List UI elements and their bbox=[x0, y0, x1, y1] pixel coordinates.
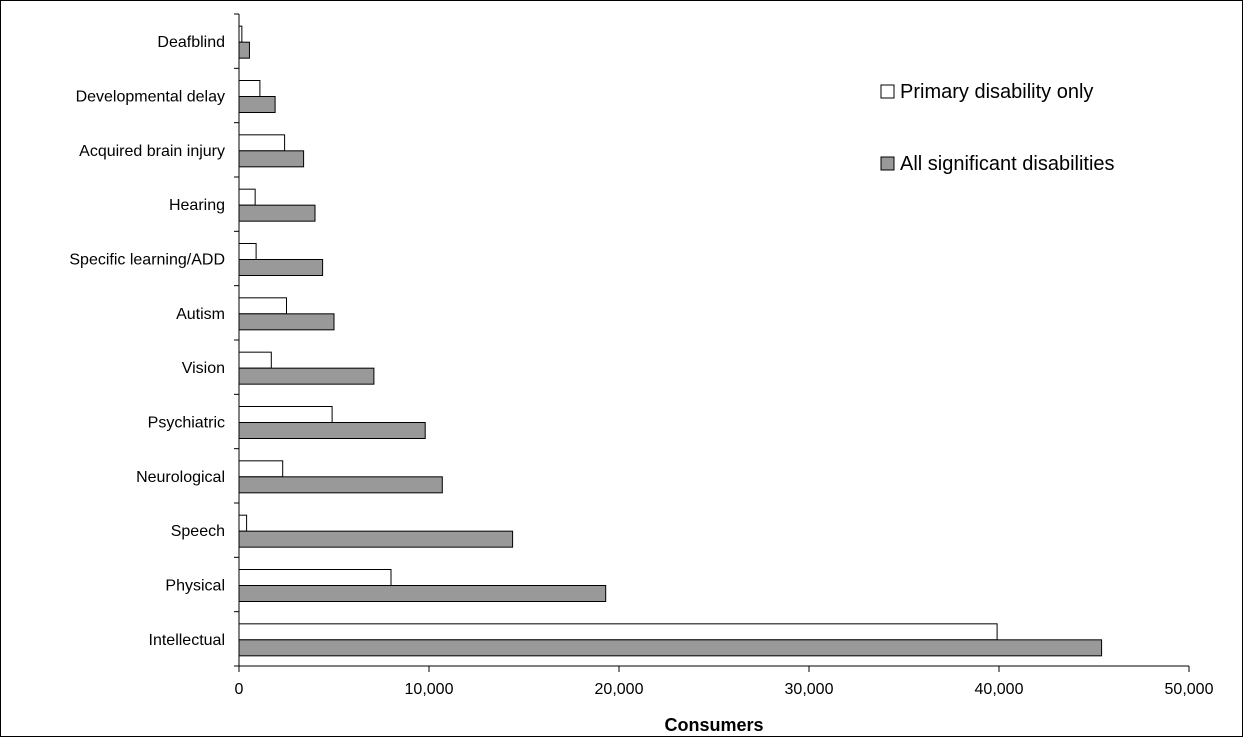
bar-primary-speech bbox=[238, 514, 248, 532]
category-label: Vision bbox=[182, 360, 225, 377]
legend: Primary disability only All significant d… bbox=[880, 81, 1115, 175]
bar-primary-autism bbox=[238, 297, 287, 315]
category-label: Acquired brain injury bbox=[79, 143, 225, 160]
bar-primary-neurological bbox=[238, 460, 284, 478]
category-label: Developmental delay bbox=[76, 89, 225, 106]
bar-all-acquired-brain-injury bbox=[238, 150, 305, 168]
category-label: Hearing bbox=[169, 197, 225, 214]
bar-all-speech bbox=[238, 530, 514, 548]
legend-label-all: All significant disabilities bbox=[900, 153, 1115, 175]
labels-group: Intellectual Physical Speech Neurological Ps… bbox=[69, 34, 1213, 698]
x-tick-label: 10,000 bbox=[405, 681, 454, 698]
bar-all-vision bbox=[238, 367, 375, 385]
legend-swatch-primary bbox=[880, 84, 895, 99]
legend-swatch-all bbox=[880, 156, 895, 171]
category-label: Deafblind bbox=[157, 34, 225, 51]
category-label: Intellectual bbox=[149, 632, 226, 649]
bar-primary-vision bbox=[238, 351, 272, 369]
x-tick-label: 50,000 bbox=[1165, 681, 1214, 698]
category-label: Specific learning/ADD bbox=[69, 252, 225, 269]
bar-all-intellectual bbox=[238, 639, 1103, 657]
bar-primary-hearing bbox=[238, 188, 256, 206]
bar-primary-physical bbox=[238, 569, 392, 586]
bar-all-psychiatric bbox=[238, 422, 426, 439]
axes-group bbox=[234, 13, 1190, 672]
bars-group bbox=[238, 25, 1103, 657]
category-label: Neurological bbox=[136, 469, 225, 486]
bar-all-hearing bbox=[238, 204, 316, 222]
bar-all-deafblind bbox=[238, 41, 250, 59]
x-tick-label: 20,000 bbox=[595, 681, 644, 698]
x-tick-label: 40,000 bbox=[975, 681, 1024, 698]
x-tick-label: 0 bbox=[235, 681, 244, 698]
bar-all-developmental-delay bbox=[238, 96, 276, 113]
bar-all-specific-learning-add bbox=[238, 259, 324, 276]
bar-primary-intellectual bbox=[238, 623, 998, 641]
x-axis-title: Consumers bbox=[664, 715, 763, 735]
category-label: Speech bbox=[171, 523, 225, 540]
bar-all-neurological bbox=[238, 476, 443, 494]
category-label: Autism bbox=[176, 306, 225, 323]
bar-all-autism bbox=[238, 313, 335, 331]
bar-primary-psychiatric bbox=[238, 406, 333, 423]
bar-all-physical bbox=[238, 585, 607, 602]
category-label: Psychiatric bbox=[148, 415, 225, 432]
category-label: Physical bbox=[165, 578, 225, 595]
bar-primary-specific-learning-add bbox=[238, 243, 257, 260]
bar-primary-acquired-brain-injury bbox=[238, 134, 286, 152]
legend-label-primary: Primary disability only bbox=[900, 81, 1093, 103]
bar-primary-developmental-delay bbox=[238, 80, 261, 97]
x-tick-label: 30,000 bbox=[785, 681, 834, 698]
